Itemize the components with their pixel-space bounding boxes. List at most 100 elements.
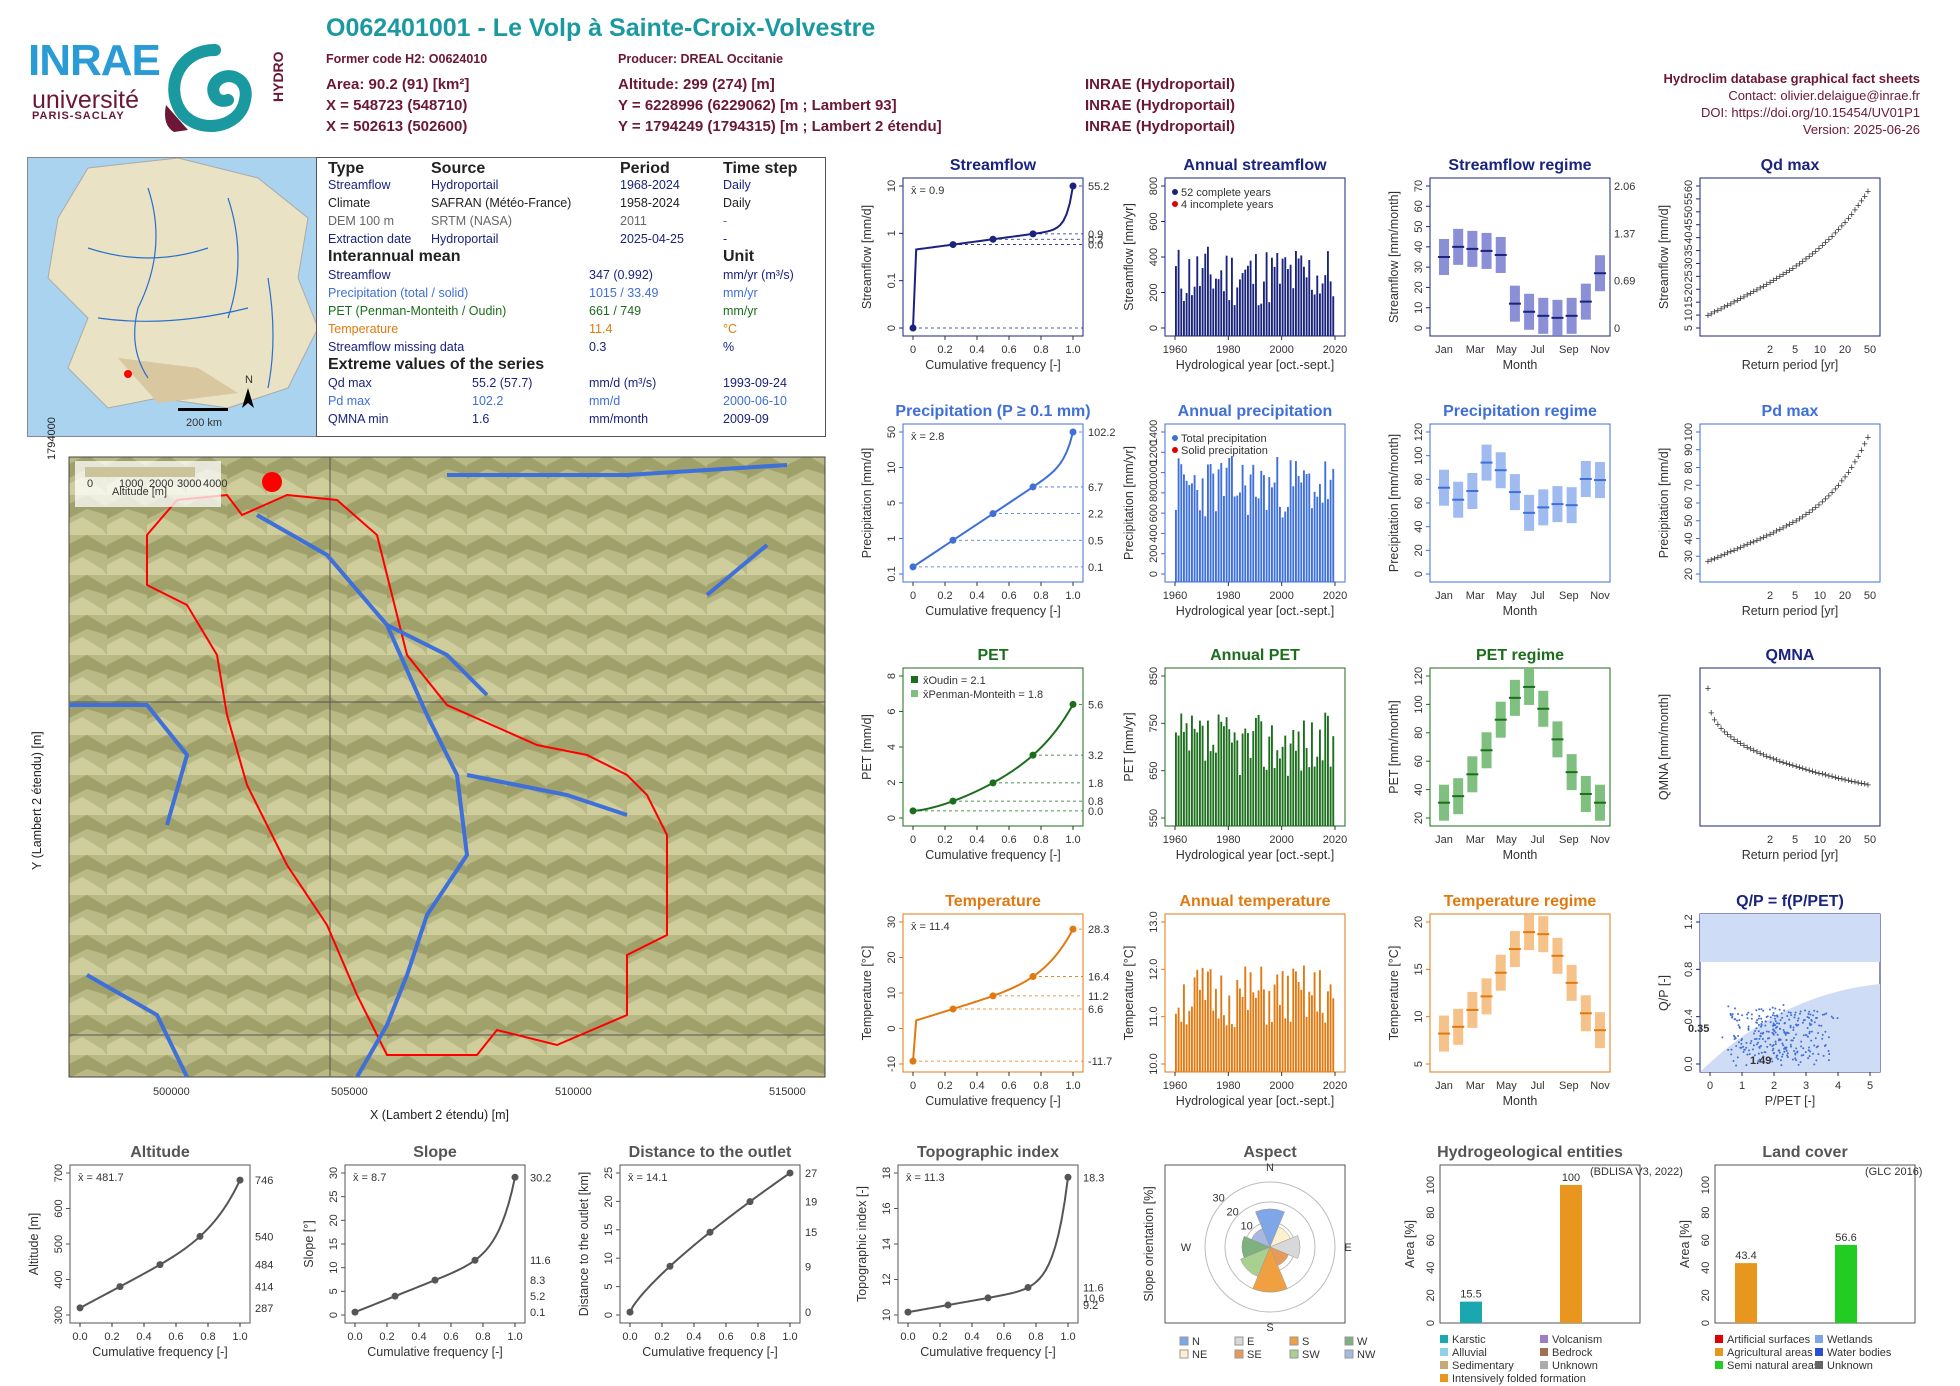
right-tick-label: 0.0 [1088, 240, 1103, 252]
bar [1193, 977, 1196, 1072]
scatter-point: + [1832, 228, 1838, 240]
x-axis-label: P/PET [-] [1765, 1094, 1815, 1108]
y-tick-label: 600 [1148, 212, 1160, 230]
y-tick-label: 30 [1683, 257, 1695, 269]
y-tick-label: 10 [1413, 1011, 1425, 1023]
y-tick-label: 200 [1148, 283, 1160, 301]
scatter-point [1772, 1047, 1775, 1050]
bar [1220, 270, 1223, 336]
x-tick-label: 2020 [1323, 344, 1347, 356]
scatter-point [1774, 1024, 1777, 1027]
chart-title: Precipitation regime [1443, 403, 1597, 420]
source-2: INRAE (Hydroportail) [1085, 97, 1235, 114]
scatter-point [1804, 1009, 1807, 1012]
right-tick-label: 30.2 [530, 1172, 551, 1184]
scatter-point [1793, 1016, 1796, 1019]
y-tick-label: 25 [1683, 270, 1695, 282]
table-cell: Streamflow missing data [328, 340, 465, 354]
right-tick-label: 414 [255, 1282, 273, 1294]
y-tick-label: 1 [886, 230, 898, 236]
x-tick-label: 10 [1814, 344, 1826, 356]
scatter-point: + [1724, 729, 1730, 741]
legend-label: Unknown [1552, 1360, 1598, 1372]
x-tick-label: 2020 [1323, 834, 1347, 846]
scatter-point [1807, 1057, 1810, 1060]
scatter-point [1779, 1027, 1782, 1030]
x-tick-label: May [1496, 344, 1517, 356]
bar [1308, 991, 1311, 1072]
scatter-point [1774, 1026, 1777, 1029]
y-tick-label: 20 [603, 1195, 615, 1207]
y-tick-label: 10 [328, 1262, 340, 1274]
bar [1236, 287, 1239, 336]
table-cell: mm/yr (m³/s) [723, 268, 794, 282]
north-arrow-icon [242, 388, 254, 408]
bar [1223, 291, 1225, 336]
scatter-point [1808, 1046, 1811, 1049]
legend-swatch [1715, 1361, 1723, 1369]
scatter-point: + [1757, 283, 1763, 295]
scatter-point [1755, 1009, 1758, 1012]
scatter-point [1791, 1058, 1794, 1061]
y-tick-label: 80 [1425, 1206, 1437, 1218]
scatter-point [1730, 1053, 1733, 1056]
y-axis-label: Precipitation [mm/d] [1657, 448, 1671, 558]
bar [1305, 748, 1308, 826]
x-tick-label: 1.0 [1065, 834, 1080, 846]
bar [1252, 731, 1255, 826]
scatter-point [1758, 1015, 1761, 1018]
scatter-point: + [1750, 536, 1756, 548]
bar [1257, 714, 1260, 826]
scatter-point [1781, 1053, 1784, 1056]
y-tick-label: 800 [1148, 177, 1160, 195]
bar [1239, 988, 1241, 1072]
bar [1268, 477, 1271, 582]
table-cell: Hydroportail [431, 178, 499, 192]
x-tick-label: 5 [1792, 344, 1798, 356]
scatter-point [1742, 1051, 1745, 1054]
scatter-point [1796, 1051, 1799, 1054]
y-tick-label: 35 [1683, 244, 1695, 256]
scatter-point: + [1835, 480, 1841, 492]
chart-title: PET [977, 647, 1008, 664]
x-tick: 500000 [153, 1086, 190, 1098]
bar [1239, 492, 1241, 582]
scatter-point [1783, 1009, 1786, 1012]
bar [1207, 246, 1209, 336]
scatter-point [1772, 1022, 1775, 1025]
section-mean: Interannual mean [328, 248, 461, 265]
scatter-point [1794, 1033, 1797, 1036]
scatter-point [1823, 1045, 1826, 1048]
right-tick-label: 11.6 [530, 1255, 551, 1267]
x-axis-label: Cumulative frequency [-] [925, 848, 1060, 862]
bar [1311, 289, 1313, 336]
scatter-point [1733, 1007, 1736, 1010]
scatter-point [1802, 1054, 1805, 1057]
right-tick-label: 9.2 [1083, 1300, 1098, 1312]
y-tick-label: 25 [603, 1167, 615, 1179]
scatter-point: + [1757, 748, 1763, 760]
scatter-point [1786, 1032, 1789, 1035]
bar [1332, 468, 1335, 582]
scatter-point: + [1705, 556, 1711, 568]
y-axis-label: Slope [°] [302, 1220, 316, 1267]
legend-swatch [1540, 1361, 1548, 1369]
x-axis-label: Cumulative frequency [-] [92, 1345, 227, 1359]
scatter-point [1768, 1037, 1771, 1040]
bar [1252, 992, 1255, 1072]
chart-temp_fdc: Temperature Temperature [°C] Cumulative fr… [860, 893, 1112, 1108]
quantile-point [944, 1301, 952, 1309]
scatter-point: + [1718, 303, 1724, 315]
y-tick-label: 300 [53, 1306, 65, 1324]
right-tick-label: 15 [805, 1227, 817, 1239]
x-tick-label: 50 [1864, 344, 1876, 356]
bar [1215, 988, 1217, 1072]
y-tick-label: 40 [1413, 521, 1425, 533]
scatter-point [1818, 1024, 1821, 1027]
scatter-point: + [1832, 484, 1838, 496]
bar [1188, 259, 1191, 336]
bar [1188, 484, 1191, 582]
scatter-point [1779, 1038, 1782, 1041]
bar [1228, 995, 1231, 1072]
